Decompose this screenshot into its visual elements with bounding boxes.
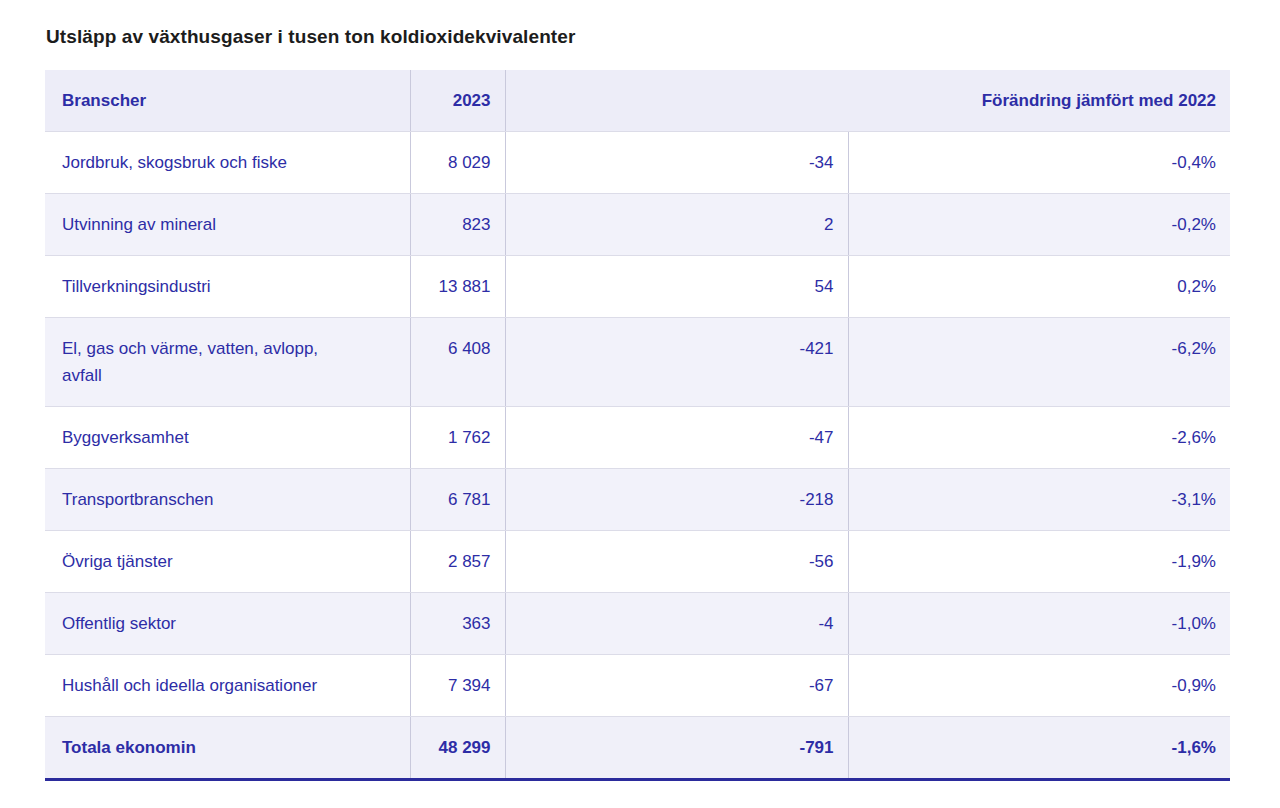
change-abs-cell: -218 xyxy=(505,469,848,531)
change-abs-cell: -47 xyxy=(505,407,848,469)
table-row: Byggverksamhet 1 762 -47 -2,6% xyxy=(45,407,1230,469)
value-2023-cell: 13 881 xyxy=(410,256,505,318)
change-abs-cell: -421 xyxy=(505,318,848,407)
change-pct-cell: -0,4% xyxy=(848,132,1230,194)
value-2023-cell: 823 xyxy=(410,194,505,256)
change-pct-cell: -0,2% xyxy=(848,194,1230,256)
header-row: Branscher 2023 Förändring jämfört med 20… xyxy=(45,70,1230,132)
branch-cell-total: Totala ekonomin xyxy=(45,717,410,780)
change-abs-cell: 54 xyxy=(505,256,848,318)
table-header: Branscher 2023 Förändring jämfört med 20… xyxy=(45,70,1230,132)
table-row: Hushåll och ideella organisationer 7 394… xyxy=(45,655,1230,717)
table-row: Utvinning av mineral 823 2 -0,2% xyxy=(45,194,1230,256)
change-pct-cell: -1,0% xyxy=(848,593,1230,655)
change-pct-cell-total: -1,6% xyxy=(848,717,1230,780)
value-2023-cell: 6 781 xyxy=(410,469,505,531)
change-abs-cell: -4 xyxy=(505,593,848,655)
column-header-2023: 2023 xyxy=(410,70,505,132)
value-2023-cell: 6 408 xyxy=(410,318,505,407)
page: Utsläpp av växthusgaser i tusen ton kold… xyxy=(0,0,1280,808)
change-pct-cell: 0,2% xyxy=(848,256,1230,318)
table-row: Offentlig sektor 363 -4 -1,0% xyxy=(45,593,1230,655)
change-abs-cell: -34 xyxy=(505,132,848,194)
column-header-forandring: Förändring jämfört med 2022 xyxy=(505,70,1230,132)
page-title: Utsläpp av växthusgaser i tusen ton kold… xyxy=(46,26,575,48)
branch-cell: Jordbruk, skogsbruk och fiske xyxy=(45,132,410,194)
branch-cell: El, gas och värme, vatten, avlopp, avfal… xyxy=(45,318,410,407)
change-abs-cell: -67 xyxy=(505,655,848,717)
value-2023-cell: 1 762 xyxy=(410,407,505,469)
table-row: Transportbranschen 6 781 -218 -3,1% xyxy=(45,469,1230,531)
change-pct-cell: -6,2% xyxy=(848,318,1230,407)
change-abs-cell: -56 xyxy=(505,531,848,593)
emissions-table: Branscher 2023 Förändring jämfört med 20… xyxy=(45,70,1230,781)
branch-cell: Offentlig sektor xyxy=(45,593,410,655)
value-2023-cell: 2 857 xyxy=(410,531,505,593)
table-row-total: Totala ekonomin 48 299 -791 -1,6% xyxy=(45,717,1230,780)
column-header-branscher: Branscher xyxy=(45,70,410,132)
table-row: Jordbruk, skogsbruk och fiske 8 029 -34 … xyxy=(45,132,1230,194)
table-row: El, gas och värme, vatten, avlopp, avfal… xyxy=(45,318,1230,407)
change-abs-cell: 2 xyxy=(505,194,848,256)
value-2023-cell: 7 394 xyxy=(410,655,505,717)
table-row: Övriga tjänster 2 857 -56 -1,9% xyxy=(45,531,1230,593)
branch-cell: Byggverksamhet xyxy=(45,407,410,469)
change-pct-cell: -2,6% xyxy=(848,407,1230,469)
value-2023-cell: 363 xyxy=(410,593,505,655)
branch-cell: Hushåll och ideella organisationer xyxy=(45,655,410,717)
change-abs-cell-total: -791 xyxy=(505,717,848,780)
value-2023-cell: 8 029 xyxy=(410,132,505,194)
branch-cell: Tillverkningsindustri xyxy=(45,256,410,318)
change-pct-cell: -3,1% xyxy=(848,469,1230,531)
change-pct-cell: -1,9% xyxy=(848,531,1230,593)
branch-cell: Utvinning av mineral xyxy=(45,194,410,256)
branch-cell: Transportbranschen xyxy=(45,469,410,531)
branch-cell: Övriga tjänster xyxy=(45,531,410,593)
table-row: Tillverkningsindustri 13 881 54 0,2% xyxy=(45,256,1230,318)
change-pct-cell: -0,9% xyxy=(848,655,1230,717)
value-2023-cell-total: 48 299 xyxy=(410,717,505,780)
